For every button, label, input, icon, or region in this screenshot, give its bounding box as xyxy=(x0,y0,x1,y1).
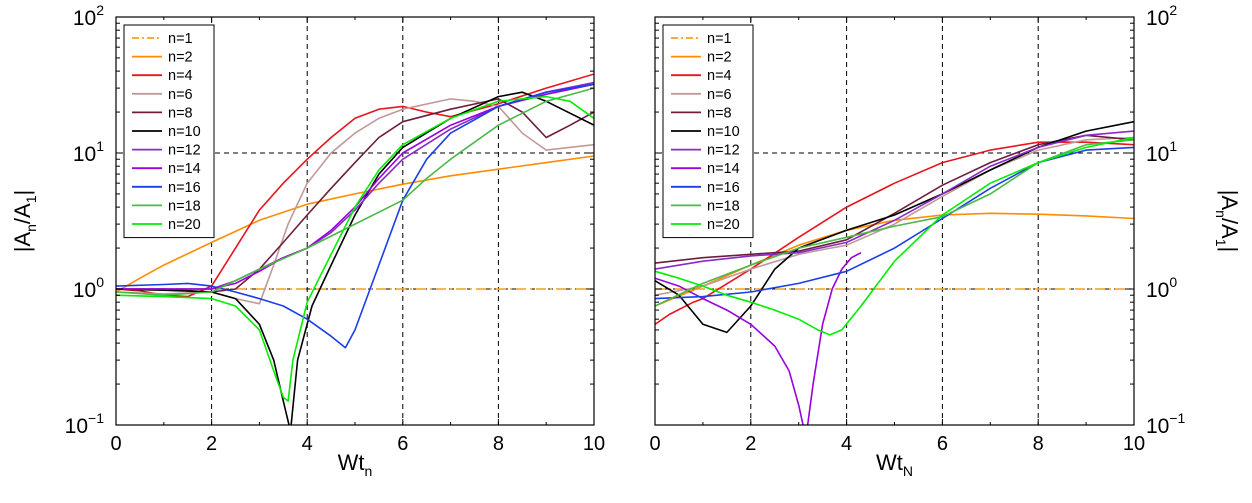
y-tick-base: 10 xyxy=(1146,7,1169,30)
series-line-n18 xyxy=(116,87,594,297)
legend-label: n=12 xyxy=(707,143,740,159)
series-line-n4 xyxy=(655,141,1134,325)
legend-label: n=8 xyxy=(707,105,732,121)
legend-label: n=12 xyxy=(168,143,201,159)
legend-label: n=16 xyxy=(168,180,201,196)
panel-right: 0 2 4 6 8 1010−1100101102WtN|An/A1|n=1n=2n=4n… xyxy=(649,2,1242,479)
series-line-n12 xyxy=(655,130,1134,270)
y-tick-label: 10−1 xyxy=(65,410,105,438)
series-group xyxy=(655,120,1134,425)
x-tick-label: 2 xyxy=(745,433,756,455)
legend-label: n=6 xyxy=(168,87,193,103)
y-axis-label: |An/A1| xyxy=(10,190,39,253)
legend-label: n=18 xyxy=(168,198,201,214)
legend-label: n=6 xyxy=(707,87,732,103)
series-line-n2 xyxy=(116,155,594,293)
x-tick-label: 2 xyxy=(206,433,217,455)
x-tick-label: 6 xyxy=(397,433,408,455)
x-tick-label: 10 xyxy=(1123,433,1145,455)
y-tick-base: 10 xyxy=(73,7,96,30)
legend-label: n=8 xyxy=(168,105,193,121)
series-line-n14 xyxy=(116,83,594,290)
legend-label: n=2 xyxy=(707,50,732,66)
legend-label: n=14 xyxy=(707,161,740,177)
x-tick-label: 0 xyxy=(110,433,121,455)
y-tick-base: 10 xyxy=(65,415,88,438)
x-tick-label: 8 xyxy=(493,433,504,455)
series-line-n10 xyxy=(116,91,594,425)
y-tick-label: 101 xyxy=(1146,138,1177,166)
y-tick-exponent: 2 xyxy=(96,2,104,18)
legend-label: n=18 xyxy=(707,198,740,214)
legend-label: n=10 xyxy=(707,124,740,140)
legend-label: n=14 xyxy=(168,161,201,177)
y-tick-exponent: 0 xyxy=(1169,274,1177,290)
y-tick-base: 10 xyxy=(73,279,96,302)
legend-label: n=4 xyxy=(168,68,193,84)
y-tick-exponent: −1 xyxy=(88,410,104,426)
y-tick-label: 100 xyxy=(1146,274,1177,302)
legend-label: n=20 xyxy=(168,217,201,233)
x-axis-label: WtN xyxy=(876,450,913,479)
x-tick-label: 8 xyxy=(1033,433,1044,455)
y-tick-base: 10 xyxy=(1146,415,1169,438)
x-axis-label: Wtn xyxy=(338,450,373,479)
x-tick-label: 6 xyxy=(937,433,948,455)
legend-label: n=10 xyxy=(168,124,201,140)
y-tick-exponent: −1 xyxy=(1169,410,1185,426)
series-line-n6 xyxy=(655,136,1134,296)
series-line-n20 xyxy=(655,136,1134,336)
series-group xyxy=(116,73,594,425)
y-tick-base: 10 xyxy=(73,143,96,166)
y-tick-label: 102 xyxy=(73,2,104,30)
legend-label: n=1 xyxy=(707,31,732,47)
x-tick-label: 4 xyxy=(302,433,313,455)
x-tick-label: 10 xyxy=(583,433,605,455)
y-tick-exponent: 1 xyxy=(1169,138,1177,154)
y-tick-label: 102 xyxy=(1146,2,1177,30)
legend-label: n=20 xyxy=(707,217,740,233)
legend-label: n=2 xyxy=(168,50,193,66)
panel-left: 0 2 4 6 8 1010−1100101102Wtn|An/A1|n=1n=2n=4n… xyxy=(10,2,605,479)
y-tick-exponent: 1 xyxy=(96,138,104,154)
series-line-n16 xyxy=(655,146,1134,300)
legend-label: n=16 xyxy=(707,180,740,196)
legend: n=1 n=2 n=4 n=6 n=8 n=10 n=12 n=14 n=16 n=18 n=20 xyxy=(662,24,754,239)
legend-label: n=4 xyxy=(707,68,732,84)
y-tick-label: 10−1 xyxy=(1146,410,1186,438)
legend-label: n=1 xyxy=(168,31,193,47)
series-line-n12 xyxy=(116,81,594,290)
series-line-n16 xyxy=(116,83,594,349)
legend: n=1 n=2 n=4 n=6 n=8 n=10 n=12 n=14 n=16 n=18 n=20 xyxy=(123,24,215,239)
series-line-n14 xyxy=(655,251,862,425)
y-axis-label: |An/A1| xyxy=(1213,190,1242,253)
y-tick-base: 10 xyxy=(1146,143,1169,166)
y-tick-base: 10 xyxy=(1146,279,1169,302)
series-line-n18 xyxy=(655,139,1134,307)
y-tick-exponent: 0 xyxy=(96,274,104,290)
x-tick-label: 0 xyxy=(649,433,660,455)
series-line-n20 xyxy=(116,95,594,402)
y-tick-exponent: 2 xyxy=(1169,2,1177,18)
y-tick-label: 101 xyxy=(73,138,104,166)
y-tick-label: 100 xyxy=(73,274,104,302)
x-tick-label: 4 xyxy=(841,433,852,455)
